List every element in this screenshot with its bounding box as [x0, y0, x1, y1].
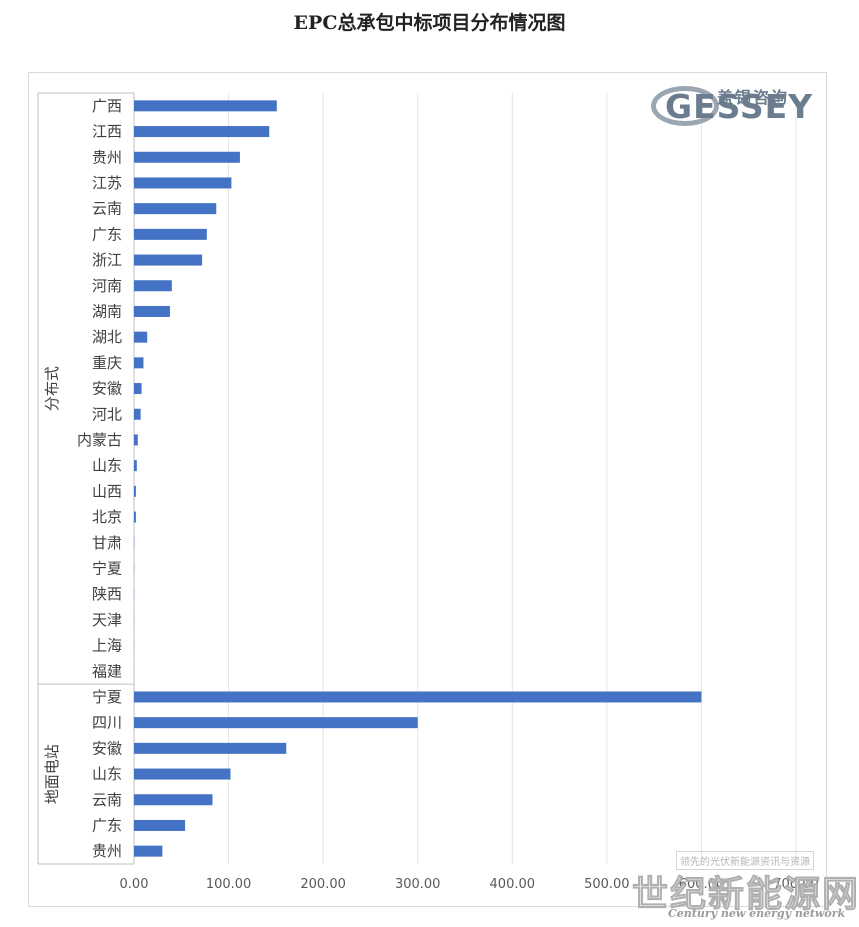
category-label: 天津: [92, 611, 122, 629]
bar: [134, 383, 142, 395]
category-label: 陕西: [92, 585, 122, 603]
bar: [134, 228, 207, 240]
bar: [134, 357, 144, 369]
x-tick-label: 100.00: [206, 877, 252, 892]
bar: [134, 768, 231, 780]
category-label: 山东: [92, 457, 122, 475]
bar: [134, 691, 702, 703]
category-label: 重庆: [92, 354, 122, 372]
category-label: 贵州: [92, 148, 122, 166]
category-label: 河北: [92, 405, 122, 423]
bar: [134, 717, 418, 729]
category-label: 宁夏: [92, 559, 122, 577]
category-label: 贵州: [92, 842, 122, 860]
bar: [134, 485, 136, 497]
category-label: 广东: [92, 225, 122, 243]
bar: [134, 794, 213, 806]
category-label: 广西: [92, 97, 122, 115]
x-tick-label: 200.00: [300, 877, 346, 892]
bar: [134, 845, 163, 857]
group-label: 地面电站: [43, 744, 61, 804]
bar: [134, 460, 137, 472]
category-label: 广东: [92, 816, 122, 834]
x-tick-label: 400.00: [490, 877, 536, 892]
category-label: 湖南: [92, 302, 122, 320]
category-label: 安徽: [92, 380, 122, 398]
logo-ring-icon: [651, 86, 719, 126]
category-label: 云南: [92, 200, 122, 218]
watermark-tagline: 领先的光伏新能源资讯与资源: [676, 851, 814, 870]
category-label: 江苏: [92, 174, 122, 192]
watermark-sub: Century new energy network: [668, 907, 846, 920]
watermark-main: 世纪新能源网: [631, 873, 859, 916]
category-label: 四川: [92, 714, 122, 732]
category-label: 福建: [92, 662, 122, 680]
x-tick-label: 600.00: [679, 877, 725, 892]
bar: [134, 280, 172, 292]
category-label: 浙江: [92, 251, 122, 269]
x-tick-label: 0.00: [120, 877, 149, 892]
bar: [134, 151, 240, 163]
category-label: 江西: [92, 123, 122, 141]
category-label: 宁夏: [92, 688, 122, 706]
bar: [134, 331, 148, 343]
category-label: 山东: [92, 765, 122, 783]
category-label: 山西: [92, 482, 122, 500]
x-tick-label: 300.00: [395, 877, 441, 892]
category-label: 上海: [92, 637, 122, 655]
bar: [134, 203, 217, 215]
bar: [134, 511, 136, 523]
bar: [134, 126, 270, 138]
category-label: 内蒙古: [77, 431, 122, 449]
bar: [134, 742, 287, 754]
bar: [134, 305, 170, 317]
category-label: 云南: [92, 791, 122, 809]
x-tick-label: 500.00: [584, 877, 630, 892]
category-label: 北京: [92, 508, 122, 526]
bar: [134, 408, 141, 420]
group-label: 分布式: [43, 366, 61, 411]
category-label: 甘肃: [92, 534, 122, 552]
bar: [134, 100, 277, 112]
bar: [134, 434, 138, 446]
x-tick-label: 700.00: [773, 877, 819, 892]
category-label: 湖北: [92, 328, 122, 346]
category-label: 安徽: [92, 739, 122, 757]
logo-chinese-name: 盖锡咨询: [717, 88, 790, 107]
logo-letters: GESSEY: [665, 87, 814, 126]
bar: [134, 254, 203, 266]
bar: [134, 819, 186, 831]
category-label: 河南: [92, 277, 122, 295]
bar: [134, 177, 232, 189]
gessey-logo: GESSEY 盖锡咨询: [651, 86, 815, 130]
chart-title: EPC总承包中标项目分布情况图: [293, 12, 566, 34]
